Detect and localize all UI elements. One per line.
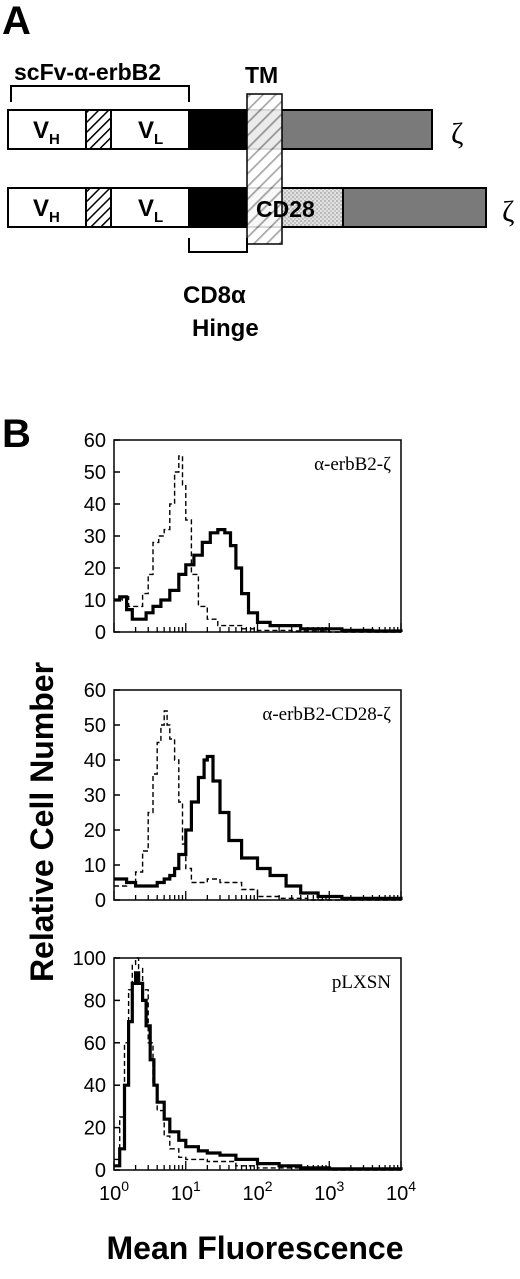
- y-tick-label: 0: [95, 622, 106, 644]
- x-axis-label: Mean Fluorescence: [107, 1230, 404, 1266]
- cd28-label: CD28: [256, 196, 315, 222]
- y-axis-label: Relative Cell Number: [24, 662, 60, 982]
- vl-label-2: VL: [138, 195, 163, 226]
- y-tick-label: 30: [84, 526, 106, 548]
- panel-b-label: B: [2, 412, 31, 456]
- hinge-label-line1: CD8α: [183, 282, 246, 309]
- y-tick-label: 100: [73, 948, 106, 970]
- y-tick-label: 20: [84, 1118, 106, 1140]
- x-tick-label: 101: [171, 1178, 201, 1205]
- tm-segment: [246, 93, 283, 245]
- y-tick-label: 20: [84, 558, 106, 580]
- y-tick-label: 0: [95, 1160, 106, 1182]
- cd8a-hinge-1: [188, 109, 248, 150]
- vh-label-1: VH: [33, 117, 60, 148]
- y-tick-label: 40: [84, 494, 106, 516]
- hinge-bracket: [188, 238, 248, 253]
- y-tick-label: 40: [84, 1075, 106, 1097]
- histogram-title: pLXSN: [332, 972, 391, 993]
- histogram-panel-2: 0 10 20 30 40 50 60 α-erbB2-CD28-ζ: [84, 680, 403, 912]
- series-line-dashed: [114, 957, 401, 1171]
- linker-2: [85, 187, 112, 228]
- scfv-label: scFv-α-erbB2: [14, 59, 161, 85]
- y-tick-label: 10: [84, 590, 106, 612]
- x-tick-label: 100: [99, 1178, 129, 1205]
- panel-a: A scFv-α-erbB2 TM VH VL ζ: [2, 0, 514, 342]
- y-tick-label: 60: [84, 430, 106, 452]
- construct-2: VH VL ζ: [7, 187, 514, 228]
- histogram-title: α-erbB2-ζ: [314, 454, 391, 475]
- zeta-label-2: ζ: [502, 195, 514, 228]
- y-tick-label: 50: [84, 462, 106, 484]
- series-line-solid: [114, 528, 403, 633]
- histogram-plots: 0102030405060α-erbB2-ζ0102030405060α-erb…: [73, 430, 417, 1205]
- x-tick-label: 104: [386, 1178, 416, 1205]
- vl-domain-2: [110, 187, 190, 228]
- vh-label-2: VH: [33, 195, 60, 226]
- scfv-bracket: [10, 85, 190, 102]
- y-tick-label: 10: [84, 855, 106, 877]
- zeta-label-1: ζ: [451, 117, 463, 150]
- vl-domain-1: [110, 109, 190, 150]
- cd8a-hinge-2: [188, 187, 248, 228]
- linker-1: [85, 109, 112, 150]
- histogram-panel-1: 0 10 20 30 40 50 60 α-erbB2-ζ: [84, 430, 403, 644]
- vh-domain-2: [7, 187, 87, 228]
- y-tick-label: 60: [84, 680, 106, 702]
- y-tick-label: 30: [84, 785, 106, 807]
- panel-a-label: A: [2, 0, 31, 43]
- panel-b: B Relative Cell Number Mean Fluorescence…: [2, 412, 416, 1266]
- zeta-domain-2: [342, 187, 487, 228]
- vl-label-1: VL: [138, 117, 163, 148]
- y-tick-label: 40: [84, 750, 106, 772]
- tm-label: TM: [245, 62, 278, 88]
- hinge-label-line2: Hinge: [192, 315, 259, 342]
- y-tick-label: 0: [95, 890, 106, 912]
- vh-domain-1: [7, 109, 87, 150]
- construct-1: VH VL ζ: [7, 109, 463, 150]
- y-tick-label: 60: [84, 1033, 106, 1055]
- histogram-panel-3: 0 20 40 60 80 100 pLXSN: [73, 948, 403, 1182]
- histogram-title: α-erbB2-CD28-ζ: [262, 704, 391, 725]
- x-tick-label: 103: [314, 1178, 344, 1205]
- y-tick-label: 50: [84, 715, 106, 737]
- x-tick-label: 102: [242, 1178, 272, 1205]
- y-tick-label: 80: [84, 990, 106, 1012]
- y-tick-label: 20: [84, 820, 106, 842]
- series-line-solid: [114, 971, 403, 1171]
- series-line-dashed: [114, 710, 401, 901]
- series-line-solid: [114, 754, 403, 900]
